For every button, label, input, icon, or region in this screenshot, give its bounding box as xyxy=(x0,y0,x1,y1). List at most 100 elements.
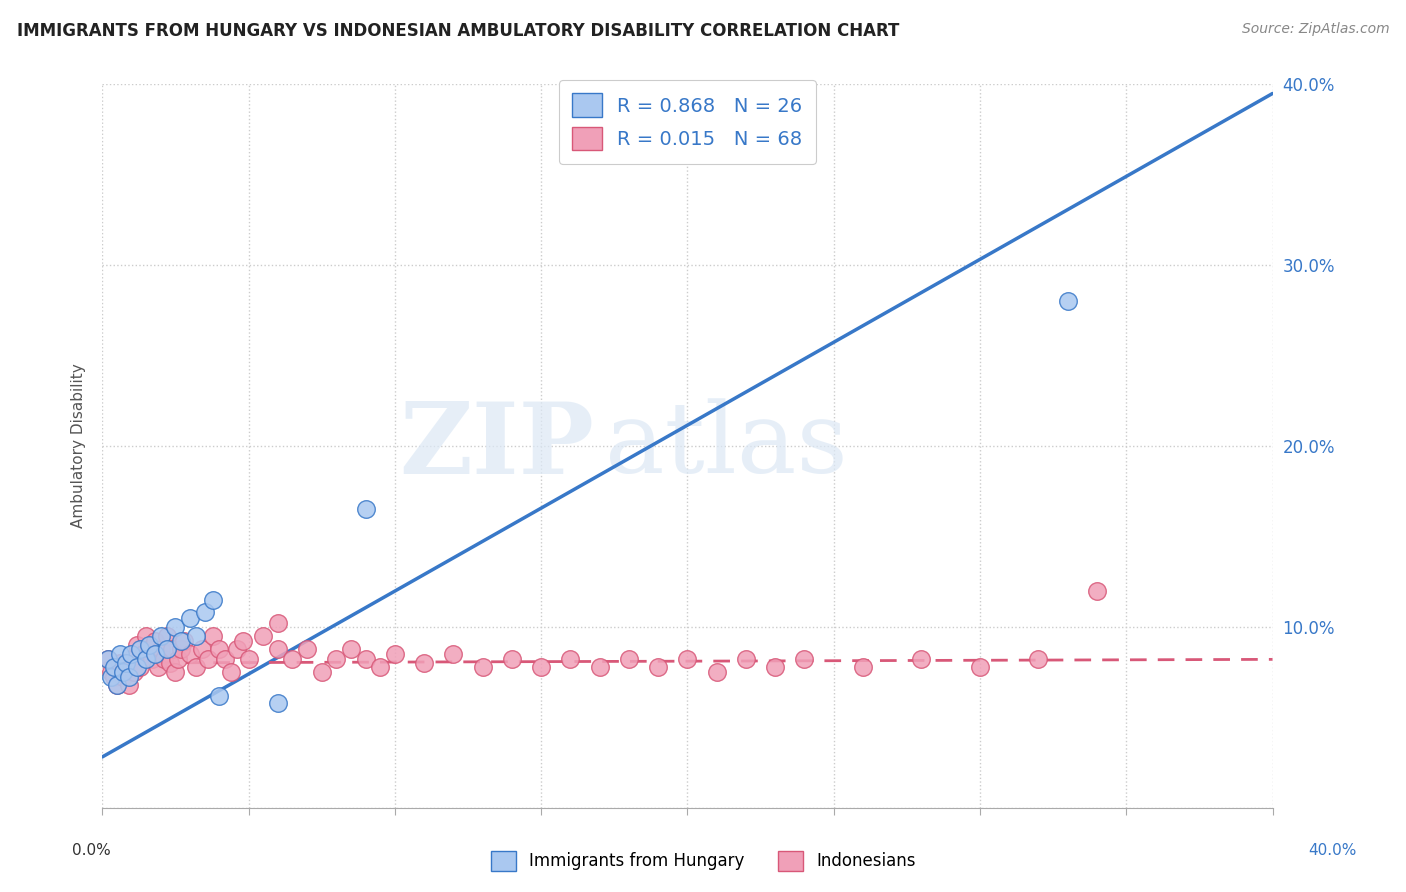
Point xyxy=(179,611,201,625)
Text: 40.0%: 40.0% xyxy=(1309,843,1357,858)
Point xyxy=(121,647,143,661)
Point xyxy=(108,656,131,670)
Text: ZIP: ZIP xyxy=(399,398,593,494)
Point xyxy=(121,652,143,666)
Point xyxy=(124,665,146,679)
Point xyxy=(208,689,231,703)
Point xyxy=(149,629,172,643)
Point xyxy=(111,665,134,679)
Point xyxy=(617,652,640,666)
Point xyxy=(159,656,181,670)
Point xyxy=(155,641,177,656)
Point xyxy=(354,652,377,666)
Text: IMMIGRANTS FROM HUNGARY VS INDONESIAN AMBULATORY DISABILITY CORRELATION CHART: IMMIGRANTS FROM HUNGARY VS INDONESIAN AM… xyxy=(17,22,900,40)
Point xyxy=(138,641,160,656)
Point xyxy=(170,634,193,648)
Point xyxy=(111,670,134,684)
Point xyxy=(267,616,290,631)
Point xyxy=(471,659,494,673)
Point xyxy=(232,634,254,648)
Point xyxy=(1028,652,1050,666)
Point xyxy=(219,665,242,679)
Point xyxy=(155,629,177,643)
Point xyxy=(267,696,290,710)
Point xyxy=(501,652,523,666)
Point xyxy=(100,665,122,679)
Point xyxy=(105,678,128,692)
Point xyxy=(311,665,333,679)
Point xyxy=(197,652,219,666)
Point xyxy=(530,659,553,673)
Legend: R = 0.868   N = 26, R = 0.015   N = 68: R = 0.868 N = 26, R = 0.015 N = 68 xyxy=(558,79,815,164)
Point xyxy=(129,641,152,656)
Point xyxy=(202,629,225,643)
Point xyxy=(735,652,758,666)
Point xyxy=(194,606,217,620)
Point xyxy=(165,620,187,634)
Point xyxy=(413,656,436,670)
Point xyxy=(135,629,157,643)
Point xyxy=(647,659,669,673)
Point xyxy=(325,652,347,666)
Point xyxy=(152,652,174,666)
Point xyxy=(167,652,190,666)
Point xyxy=(97,652,120,666)
Point xyxy=(1085,583,1108,598)
Point xyxy=(238,652,260,666)
Point xyxy=(384,647,406,661)
Text: atlas: atlas xyxy=(606,398,848,494)
Point xyxy=(129,659,152,673)
Point xyxy=(97,652,120,666)
Text: Source: ZipAtlas.com: Source: ZipAtlas.com xyxy=(1241,22,1389,37)
Point xyxy=(162,641,184,656)
Point xyxy=(143,634,166,648)
Y-axis label: Ambulatory Disability: Ambulatory Disability xyxy=(72,364,86,528)
Point xyxy=(114,659,136,673)
Point xyxy=(179,647,201,661)
Point xyxy=(588,659,610,673)
Point xyxy=(117,670,139,684)
Text: 0.0%: 0.0% xyxy=(72,843,111,858)
Point xyxy=(793,652,815,666)
Legend: Immigrants from Hungary, Indonesians: Immigrants from Hungary, Indonesians xyxy=(482,842,924,880)
Point xyxy=(910,652,932,666)
Point xyxy=(165,665,187,679)
Point xyxy=(676,652,699,666)
Point xyxy=(108,647,131,661)
Point xyxy=(132,647,155,661)
Point xyxy=(295,641,318,656)
Point xyxy=(202,592,225,607)
Point xyxy=(170,641,193,656)
Point xyxy=(103,659,125,673)
Point xyxy=(173,634,195,648)
Point xyxy=(105,678,128,692)
Point xyxy=(114,656,136,670)
Point xyxy=(184,629,207,643)
Point xyxy=(190,641,212,656)
Point xyxy=(146,659,169,673)
Point xyxy=(138,638,160,652)
Point xyxy=(852,659,875,673)
Point xyxy=(560,652,582,666)
Point xyxy=(141,652,163,666)
Point xyxy=(281,652,304,666)
Point xyxy=(127,659,149,673)
Point xyxy=(184,659,207,673)
Point xyxy=(1056,294,1078,309)
Point xyxy=(127,638,149,652)
Point xyxy=(143,647,166,661)
Point xyxy=(135,652,157,666)
Point xyxy=(103,670,125,684)
Point xyxy=(117,678,139,692)
Point xyxy=(354,502,377,516)
Point xyxy=(441,647,464,661)
Point xyxy=(225,641,247,656)
Point xyxy=(208,641,231,656)
Point xyxy=(969,659,991,673)
Point xyxy=(763,659,786,673)
Point xyxy=(252,629,274,643)
Point xyxy=(368,659,391,673)
Point xyxy=(100,670,122,684)
Point xyxy=(214,652,236,666)
Point xyxy=(267,641,290,656)
